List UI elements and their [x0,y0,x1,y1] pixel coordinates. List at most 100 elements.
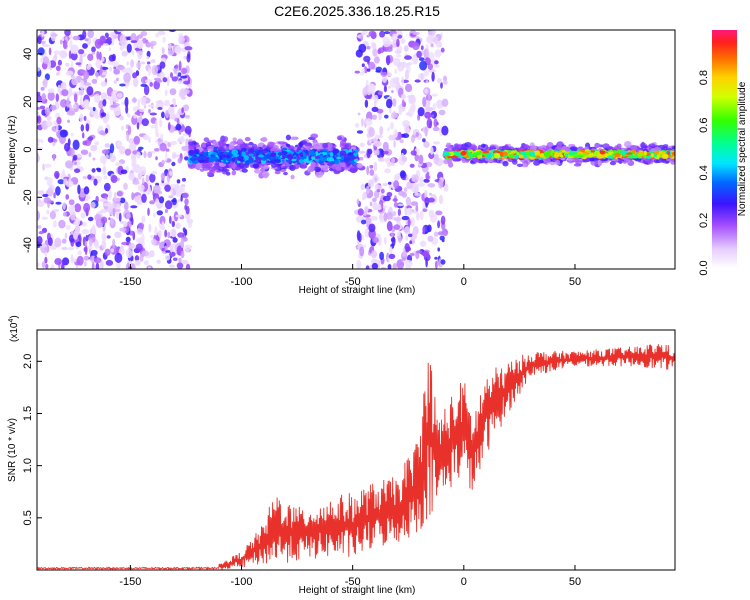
spectrogram-noise-blob [61,238,67,244]
spectrogram-noise-blob [375,184,382,192]
spectrogram-noise-blob [100,112,107,117]
spectrogram-noise-blob [184,125,192,135]
spectrogram-noise-blob [87,106,93,110]
spectrogram-noise-blob [426,118,433,129]
spectrogram-noise-blob [138,146,144,150]
spectrogram-noise-blob [113,66,117,70]
spectrogram-noise-blob [112,61,119,67]
spectrogram-noise-blob [64,142,70,152]
spectrogram-noise-blob [362,30,368,35]
spectrogram-noise-blob [160,172,165,181]
spectrogram-noise-blob [178,257,182,263]
spectrogram-noise-blob [168,195,174,199]
spectrogram-noise-blob [428,209,435,218]
spectrogram-noise-blob [128,143,137,153]
spectrogram-noise-blob [42,56,50,65]
spectrogram-noise-blob [157,30,166,36]
spectrogram-noise-blob [42,78,48,88]
spectrogram-noise-blob [167,49,174,56]
spectrogram-band-core [237,155,244,159]
spectrogram-noise-blob [356,259,362,269]
spectrogram-noise-blob [126,61,129,66]
spectrogram-noise-blob [101,208,106,213]
spectrogram-noise-blob [185,138,189,148]
spectrogram-noise-blob [133,115,137,119]
spectrogram-noise-blob [164,184,171,192]
spectrogram-noise-blob [126,43,132,53]
spectrogram-noise-blob [363,66,368,74]
spectrogram-band-halo [299,164,308,169]
spectrogram-noise-blob [161,247,165,252]
spectrogram-noise-blob [180,239,184,249]
spectrogram-noise-blob [378,111,382,121]
spectrogram-noise-blob [123,72,131,83]
spectrogram-band-halo [671,146,675,150]
spectrogram-band-core [247,150,254,155]
spectrogram-band-halo [322,142,328,148]
spectrogram-band-core [213,156,218,162]
spectrogram-noise-blob [106,37,112,42]
spectrogram-noise-blob [169,170,173,176]
spectrogram-noise-blob [356,198,360,205]
spectrogram-band-core [319,155,324,162]
spectrogram-band-halo [323,168,328,172]
spectrogram-noise-blob [151,170,158,175]
spectrogram-noise-blob [386,191,393,198]
spectrogram-noise-blob [430,43,434,48]
spectrogram-noise-blob [112,238,116,249]
spectrogram-noise-blob [65,70,74,76]
spectrogram-band-halo [274,170,281,175]
spectrogram-noise-blob [364,217,372,226]
spectrogram-noise-blob [68,87,73,97]
spectrogram-noise-blob [358,232,362,243]
spectrogram-noise-blob [55,124,59,133]
spectrogram-noise-blob [58,219,66,229]
spectrogram-noise-blob [393,140,396,148]
spectrogram-noise-blob [414,79,421,83]
spectrogram-noise-blob [119,115,124,121]
spectrogram-noise-blob [440,82,443,89]
spectrogram-noise-blob [434,60,439,65]
spectrogram-noise-blob [384,236,387,245]
spectrogram-noise-blob [184,244,191,253]
spectrogram-noise-blob [44,73,51,81]
spectrogram-noise-blob [362,87,369,96]
spectrogram-noise-blob [361,219,367,225]
spectrogram-noise-blob [161,159,166,165]
spectrogram-noise-blob [401,215,410,221]
spectrogram-noise-blob [44,256,48,264]
spectrogram-noise-blob [136,61,142,69]
spectrogram-noise-blob [61,262,65,269]
spectrogram-noise-blob [79,79,85,91]
spectrogram-noise-blob [368,83,376,93]
spectrogram-noise-blob [124,148,131,156]
spectrogram-band-core [329,161,335,164]
spectrogram-noise-blob [177,199,181,203]
spectrogram-noise-blob [177,157,182,164]
spectrogram-noise-blob [94,93,101,104]
spectrogram-noise-blob [150,125,158,129]
spectrogram-noise-blob [119,34,127,45]
spectrogram-noise-blob [437,77,443,84]
spectrogram-band-halo [232,137,237,142]
spectrogram-noise-blob [160,133,164,141]
spectrogram-band-halo [235,166,241,171]
spectrogram-band-core [333,148,340,154]
spectrogram-noise-blob [409,253,415,257]
spectrogram-noise-blob [102,165,107,176]
spectrogram-noise-blob [405,260,413,268]
spectrogram-noise-blob [104,143,111,148]
spectrogram-noise-blob [83,71,90,80]
spectrogram-noise-blob [41,261,46,269]
spectrogram-noise-blob [138,222,145,230]
spectrogram-noise-blob [383,42,391,48]
spectrogram-noise-blob [406,207,413,216]
spectrogram-noise-blob [368,223,376,233]
spectrogram-noise-blob [372,114,377,120]
spectrogram-noise-blob [441,98,449,108]
spectrogram-noise-blob [81,228,90,235]
spectrogram-noise-blob [178,35,185,45]
spectrogram-noise-blob [170,72,173,79]
spectrogram-noise-blob [176,179,181,184]
spectrogram-noise-blob [124,96,129,108]
